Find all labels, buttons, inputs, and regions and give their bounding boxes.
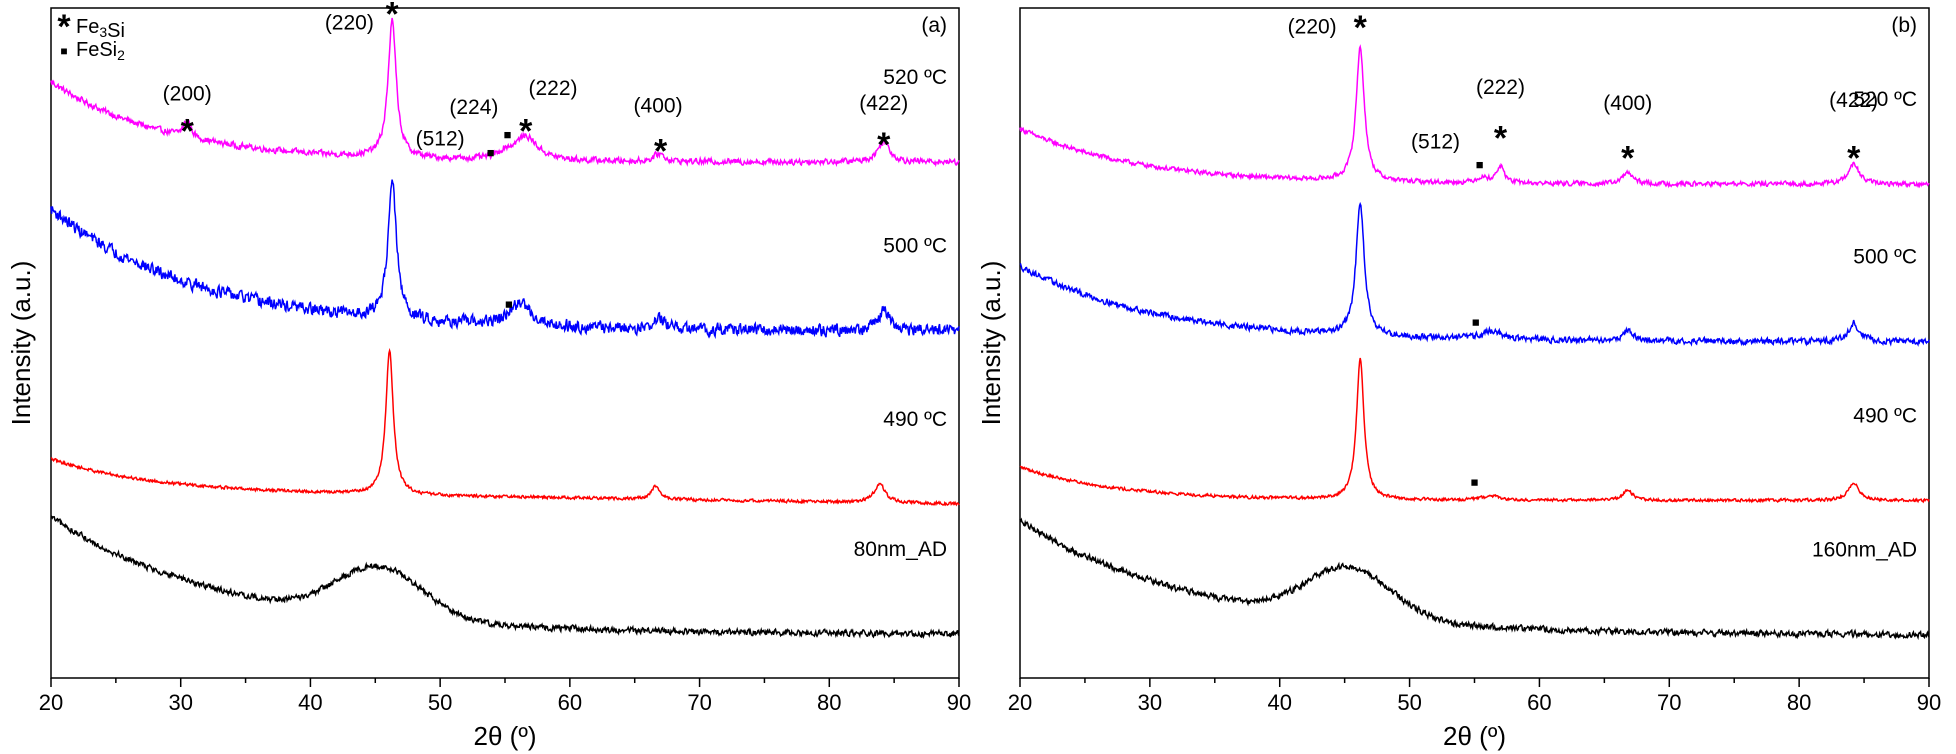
fe3si-peak-marker: * xyxy=(654,133,668,171)
peak-index-label: (222) xyxy=(1476,76,1525,99)
series-label-1: 520 ºC xyxy=(1853,88,1917,111)
fe3si-peak-marker: * xyxy=(1494,119,1508,157)
series-label-4: 80nm_AD xyxy=(854,538,947,561)
peak-index-label: (400) xyxy=(634,95,683,118)
series-label-2: 500 ºC xyxy=(1853,246,1917,269)
x-tick-label: 20 xyxy=(39,690,63,715)
series-line-4 xyxy=(1019,517,1930,641)
x-tick-label: 80 xyxy=(1787,690,1811,715)
series-line-2 xyxy=(1019,201,1930,347)
x-tick-label: 90 xyxy=(947,690,971,715)
panel-label: (a) xyxy=(921,14,947,37)
x-tick-label: 70 xyxy=(687,690,711,715)
legend-marker-square: ■ xyxy=(60,44,67,58)
peak-index-label: (400) xyxy=(1603,92,1652,115)
legend: * Fe3Si ■ FeSi2 xyxy=(57,8,125,63)
series-label-1: 520 ºC xyxy=(883,66,947,89)
fe3si-peak-marker: * xyxy=(1847,139,1861,177)
fesi2-peak-marker: ■ xyxy=(505,296,513,311)
series-label-3: 490 ºC xyxy=(1853,404,1917,427)
x-tick-label: 70 xyxy=(1657,690,1681,715)
fesi2-peak-marker: ■ xyxy=(1476,157,1484,172)
peak-index-label: (512) xyxy=(1411,131,1460,154)
series-label-4: 160nm_AD xyxy=(1812,538,1917,561)
x-tick-label: 20 xyxy=(1008,690,1032,715)
y-axis-title: Intensity (a.u.) xyxy=(976,261,1006,426)
series-label-3: 490 ºC xyxy=(883,408,947,431)
legend-marker-star: * xyxy=(57,8,71,46)
fe3si-peak-marker: * xyxy=(1621,139,1635,177)
chart-panel-a: 20 30 40 50 60 70 80 90 2θ (º) Intensity (a.u.) (a… xyxy=(6,0,971,751)
x-tick-label: 80 xyxy=(817,690,841,715)
chart-panel-b: 20 30 40 50 60 70 80 90 2θ (º) Intensity (a.u.) (b… xyxy=(976,7,1941,751)
x-axis-title: 2θ (º) xyxy=(1443,721,1506,751)
peak-index-label: (222) xyxy=(528,77,577,100)
legend-label: FeSi2 xyxy=(76,39,125,63)
x-tick-label: 50 xyxy=(1397,690,1421,715)
peak-index-label: (220) xyxy=(325,11,374,34)
peak-index-label: (224) xyxy=(449,96,498,119)
peak-index-label: (422) xyxy=(859,92,908,115)
x-tick-label: 60 xyxy=(1527,690,1551,715)
peak-index-label: (512) xyxy=(416,127,465,150)
fe3si-peak-marker: * xyxy=(386,0,400,33)
fesi2-peak-marker: ■ xyxy=(487,145,495,160)
series-line-1 xyxy=(1019,44,1930,189)
x-axis: 20 30 40 50 60 70 80 90 xyxy=(39,678,971,715)
x-axis: 20 30 40 50 60 70 80 90 xyxy=(1008,678,1941,715)
fesi2-peak-marker: ■ xyxy=(504,127,512,142)
fesi2-peak-marker: ■ xyxy=(1471,475,1479,490)
x-tick-label: 90 xyxy=(1917,690,1941,715)
peak-index-label: (200) xyxy=(163,82,212,105)
x-tick-label: 40 xyxy=(298,690,322,715)
fe3si-peak-marker: * xyxy=(181,113,195,151)
series-line-3 xyxy=(1019,357,1930,504)
series-line-2 xyxy=(50,179,960,340)
series-label-2: 500 ºC xyxy=(883,235,947,258)
series-line-3 xyxy=(50,347,960,507)
x-axis-title: 2θ (º) xyxy=(474,721,537,751)
legend-label: Fe3Si xyxy=(76,16,125,42)
fe3si-peak-marker: * xyxy=(519,113,533,151)
panel-label: (b) xyxy=(1891,14,1917,37)
fesi2-peak-marker: ■ xyxy=(1472,315,1480,330)
peak-index-label: (422) xyxy=(1829,89,1878,112)
plot-frame xyxy=(50,7,960,679)
x-tick-label: 50 xyxy=(428,690,452,715)
fe3si-peak-marker: * xyxy=(877,126,891,164)
series-line-1 xyxy=(50,17,960,168)
fe3si-peak-marker: * xyxy=(1354,9,1368,47)
x-tick-label: 60 xyxy=(558,690,582,715)
series-line-4 xyxy=(50,515,960,639)
y-axis-title: Intensity (a.u.) xyxy=(6,261,36,426)
x-tick-label: 40 xyxy=(1267,690,1291,715)
peak-index-label: (220) xyxy=(1288,15,1337,38)
x-tick-label: 30 xyxy=(168,690,192,715)
x-tick-label: 30 xyxy=(1138,690,1162,715)
